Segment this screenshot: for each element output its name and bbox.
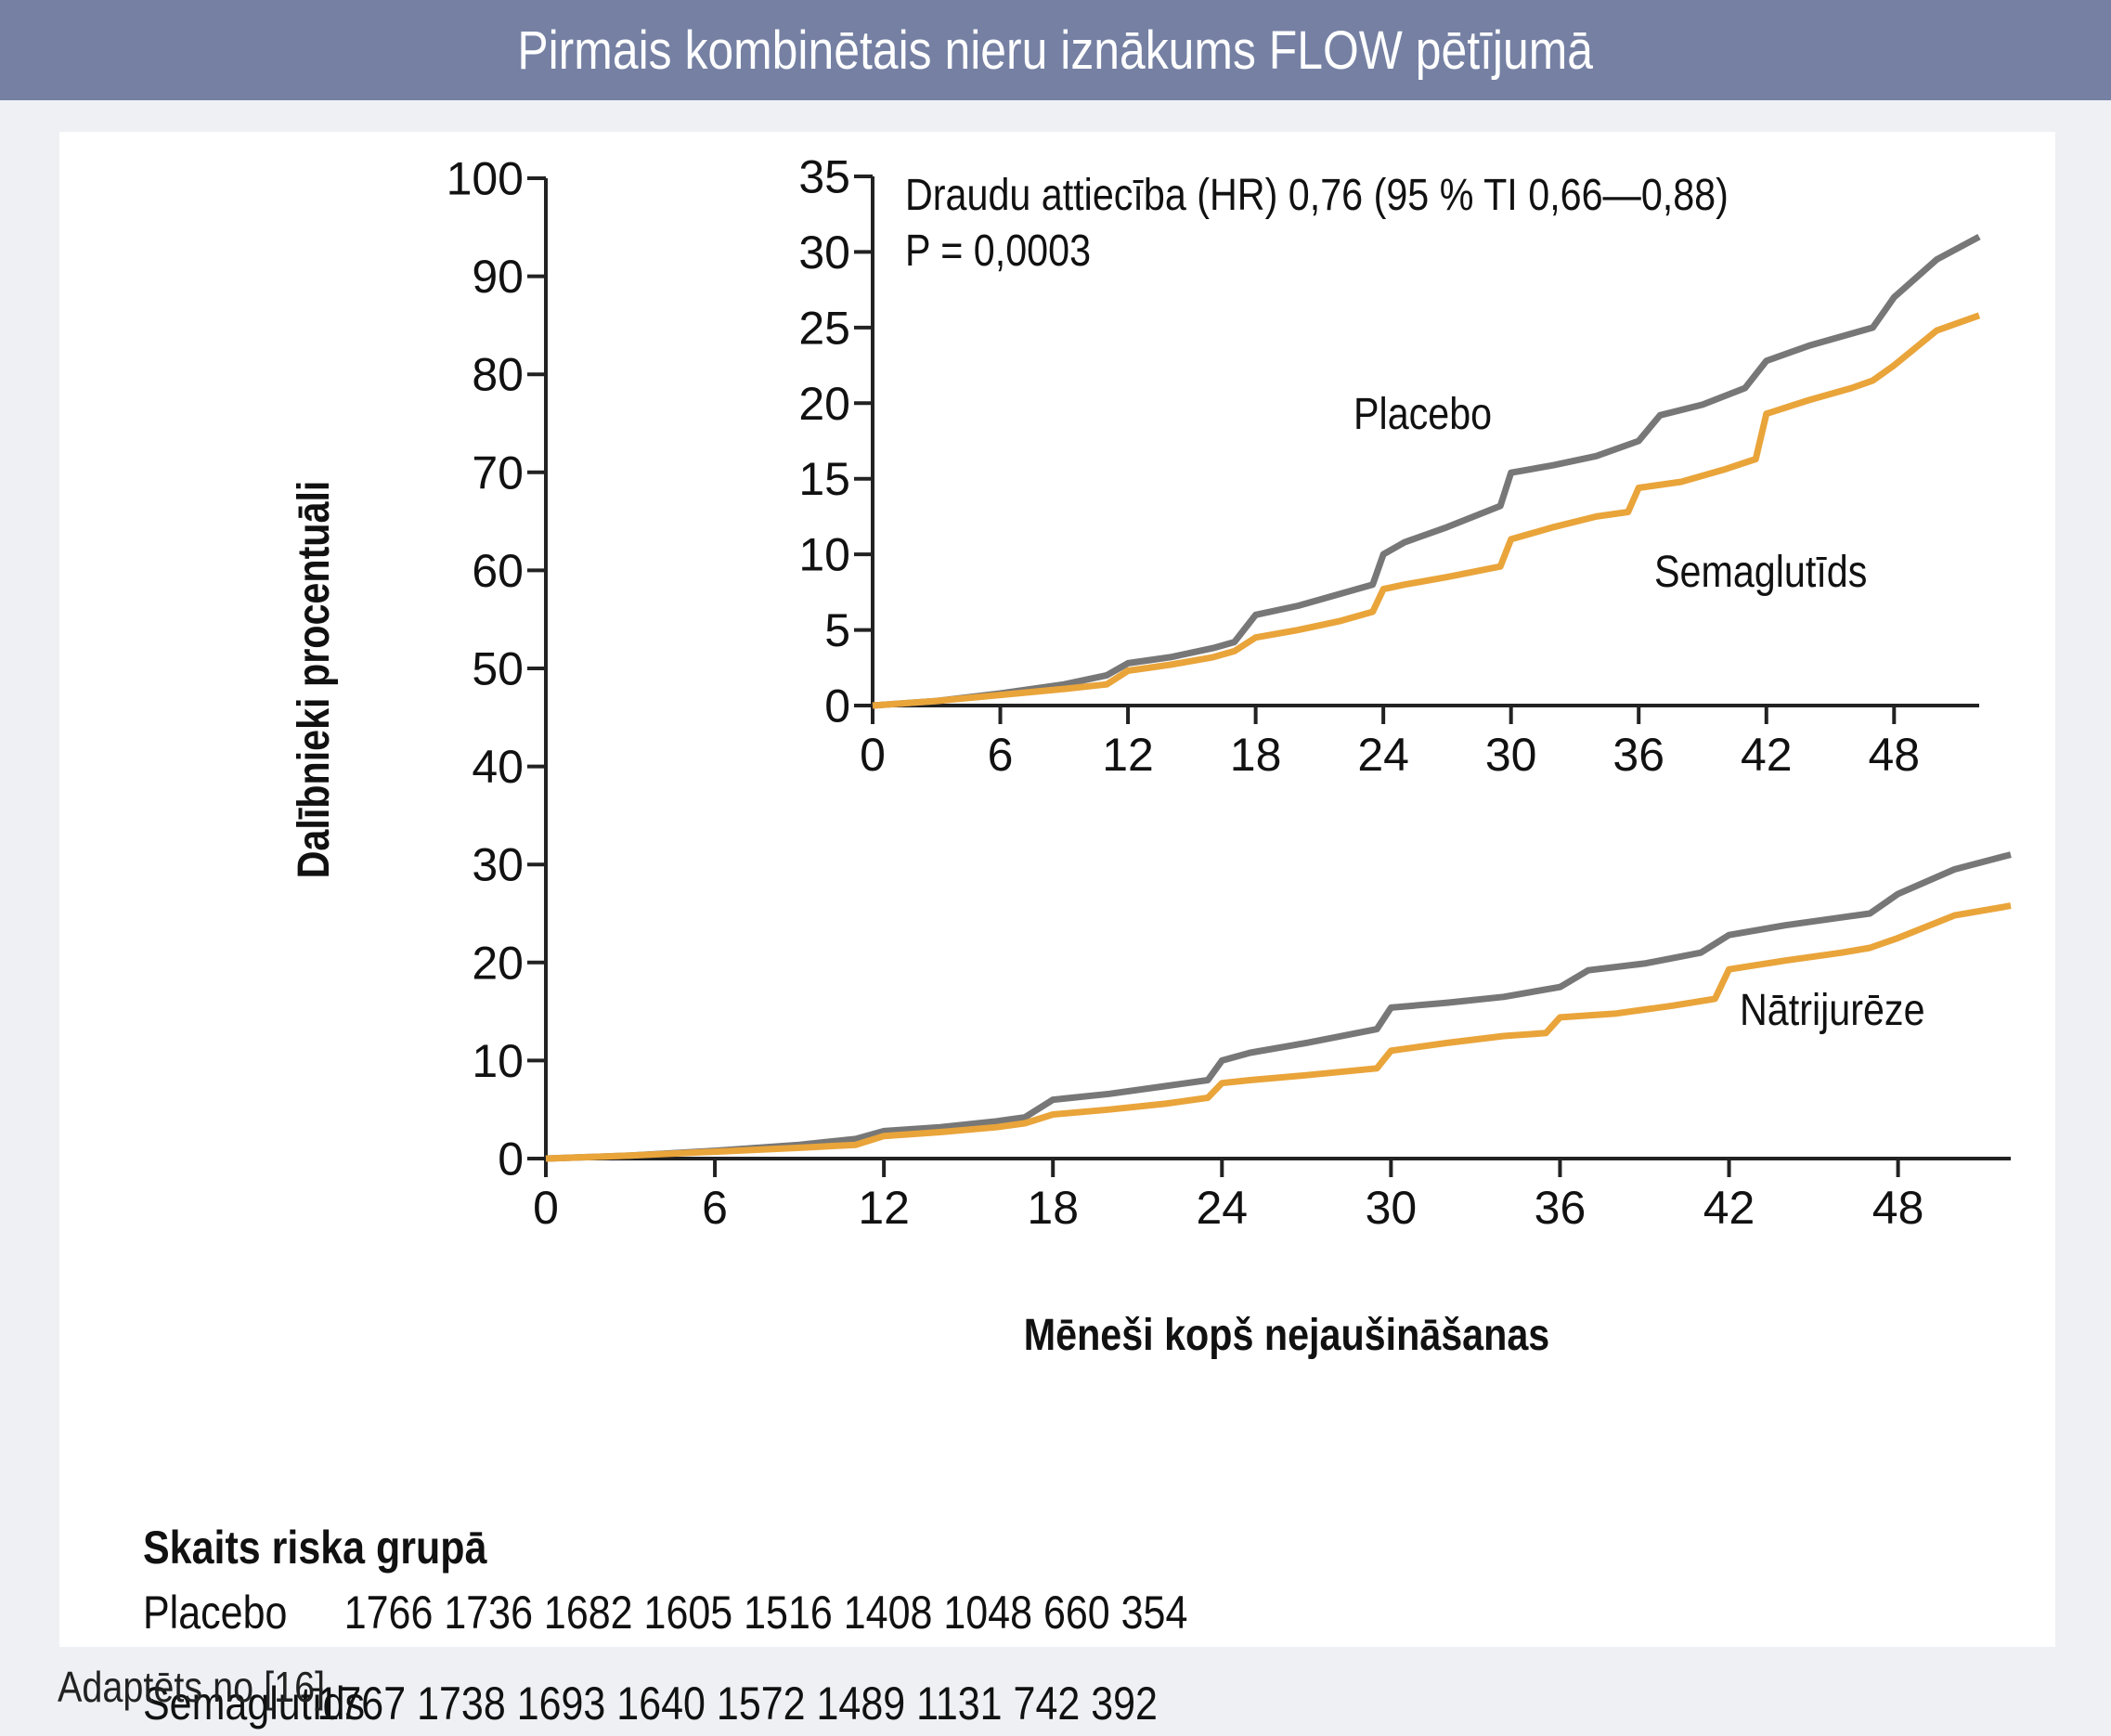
- main-x-tick-label: 48: [1872, 1182, 1924, 1234]
- risk-row-values: 1766 1736 1682 1605 1516 1408 1048 660 3…: [343, 1587, 1188, 1639]
- title-bar: Pirmais kombinētais nieru iznākums FLOW …: [0, 0, 2111, 100]
- x-axis-label: Mēneši kopš nejaušināšanas: [1024, 1310, 1550, 1360]
- risk-row-label: Placebo: [143, 1587, 288, 1639]
- inset-x-tick-label: 48: [1868, 729, 1920, 781]
- inset-lines: [872, 234, 1981, 709]
- main-y-tick-label: 40: [472, 741, 524, 793]
- main-y-tick-label: 100: [447, 153, 524, 205]
- hr-annotation: Draudu attiecība (HR) 0,76 (95 % TI 0,66…: [905, 170, 1729, 220]
- inset-y-tick-label: 5: [824, 604, 850, 656]
- main-x-tick-label: 6: [702, 1182, 728, 1234]
- inset-placebo-line: [872, 234, 1981, 709]
- main-y-tick-label: 50: [472, 643, 524, 695]
- main-x-tick-label: 18: [1027, 1182, 1079, 1234]
- figure-panel: 0 10 20 30 40 50 60 70 80 90 100 0 6 12 18 24 30 36 42 48 0…: [59, 132, 2055, 1730]
- main-y-tick-label: 20: [472, 937, 524, 989]
- inset-placebo-label: Placebo: [1353, 389, 1492, 439]
- main-x-tick-label: 12: [858, 1182, 910, 1234]
- inset-x-tick-label: 36: [1612, 729, 1664, 781]
- main-y-tick-label: 0: [498, 1134, 524, 1185]
- inset-x-tick-label: 24: [1357, 729, 1409, 781]
- risk-row-values: 1767 1738 1693 1640 1572 1489 1131 742 3…: [317, 1678, 1158, 1730]
- inset-x-tick-label: 42: [1741, 729, 1793, 781]
- main-lines: [545, 851, 2012, 1162]
- risk-table-title: Skaits riska grupā: [143, 1522, 487, 1574]
- main-y-tick-label: 80: [472, 349, 524, 401]
- inset-x-tick-label: 30: [1485, 729, 1537, 781]
- inset-y-tick-label: 35: [798, 151, 850, 203]
- inset-axes: 0 5 10 15 20 25 30 35 0 6 12 18 24 30 36 42 48: [798, 151, 1979, 781]
- main-x-tick-label: 24: [1196, 1182, 1248, 1234]
- risk-row-placebo: Placebo 1766 1736 1682 1605 1516 1408 104…: [143, 1586, 1187, 1639]
- y-axis-label: Dalībnieki procentuāli: [289, 481, 339, 879]
- inset-y-tick-label: 0: [824, 680, 850, 732]
- p-value-annotation: P = 0,0003: [905, 226, 1091, 276]
- inset-x-tick-label: 12: [1102, 729, 1154, 781]
- inset-semaglutide-line: [872, 312, 1981, 709]
- inset-y-tick-label: 20: [798, 378, 850, 430]
- inset-y-tick-label: 15: [798, 453, 850, 505]
- inset-y-tick-label: 25: [798, 302, 850, 354]
- inset-y-tick-label: 10: [798, 529, 850, 581]
- main-x-tick-label: 30: [1366, 1182, 1418, 1234]
- main-y-tick-label: 30: [472, 839, 524, 891]
- natriuresis-label: Nātrijurēze: [1740, 985, 1925, 1035]
- main-x-tick-label: 36: [1535, 1182, 1586, 1234]
- inset-y-tick-label: 30: [798, 227, 850, 279]
- inset-x-tick-label: 6: [988, 729, 1014, 781]
- main-placebo-line: [545, 851, 2012, 1162]
- risk-row-semaglutide: Semaglutīds1767 1738 1693 1640 1572 1489…: [143, 1677, 1158, 1730]
- main-y-tick-label: 90: [472, 251, 524, 303]
- source-note: Adaptēts no [16]: [58, 1663, 326, 1711]
- main-y-tick-label: 60: [472, 545, 524, 597]
- main-y-tick-label: 70: [472, 447, 524, 499]
- inset-semaglutide-label: Semaglutīds: [1654, 547, 1867, 597]
- page-title: Pirmais kombinētais nieru iznākums FLOW …: [517, 19, 1594, 81]
- inset-x-tick-label: 18: [1230, 729, 1282, 781]
- main-y-tick-label: 10: [472, 1035, 524, 1087]
- inset-x-tick-label: 0: [860, 729, 886, 781]
- main-semaglutide-line: [545, 902, 2012, 1162]
- main-x-tick-label: 0: [533, 1182, 559, 1234]
- main-x-tick-label: 42: [1703, 1182, 1755, 1234]
